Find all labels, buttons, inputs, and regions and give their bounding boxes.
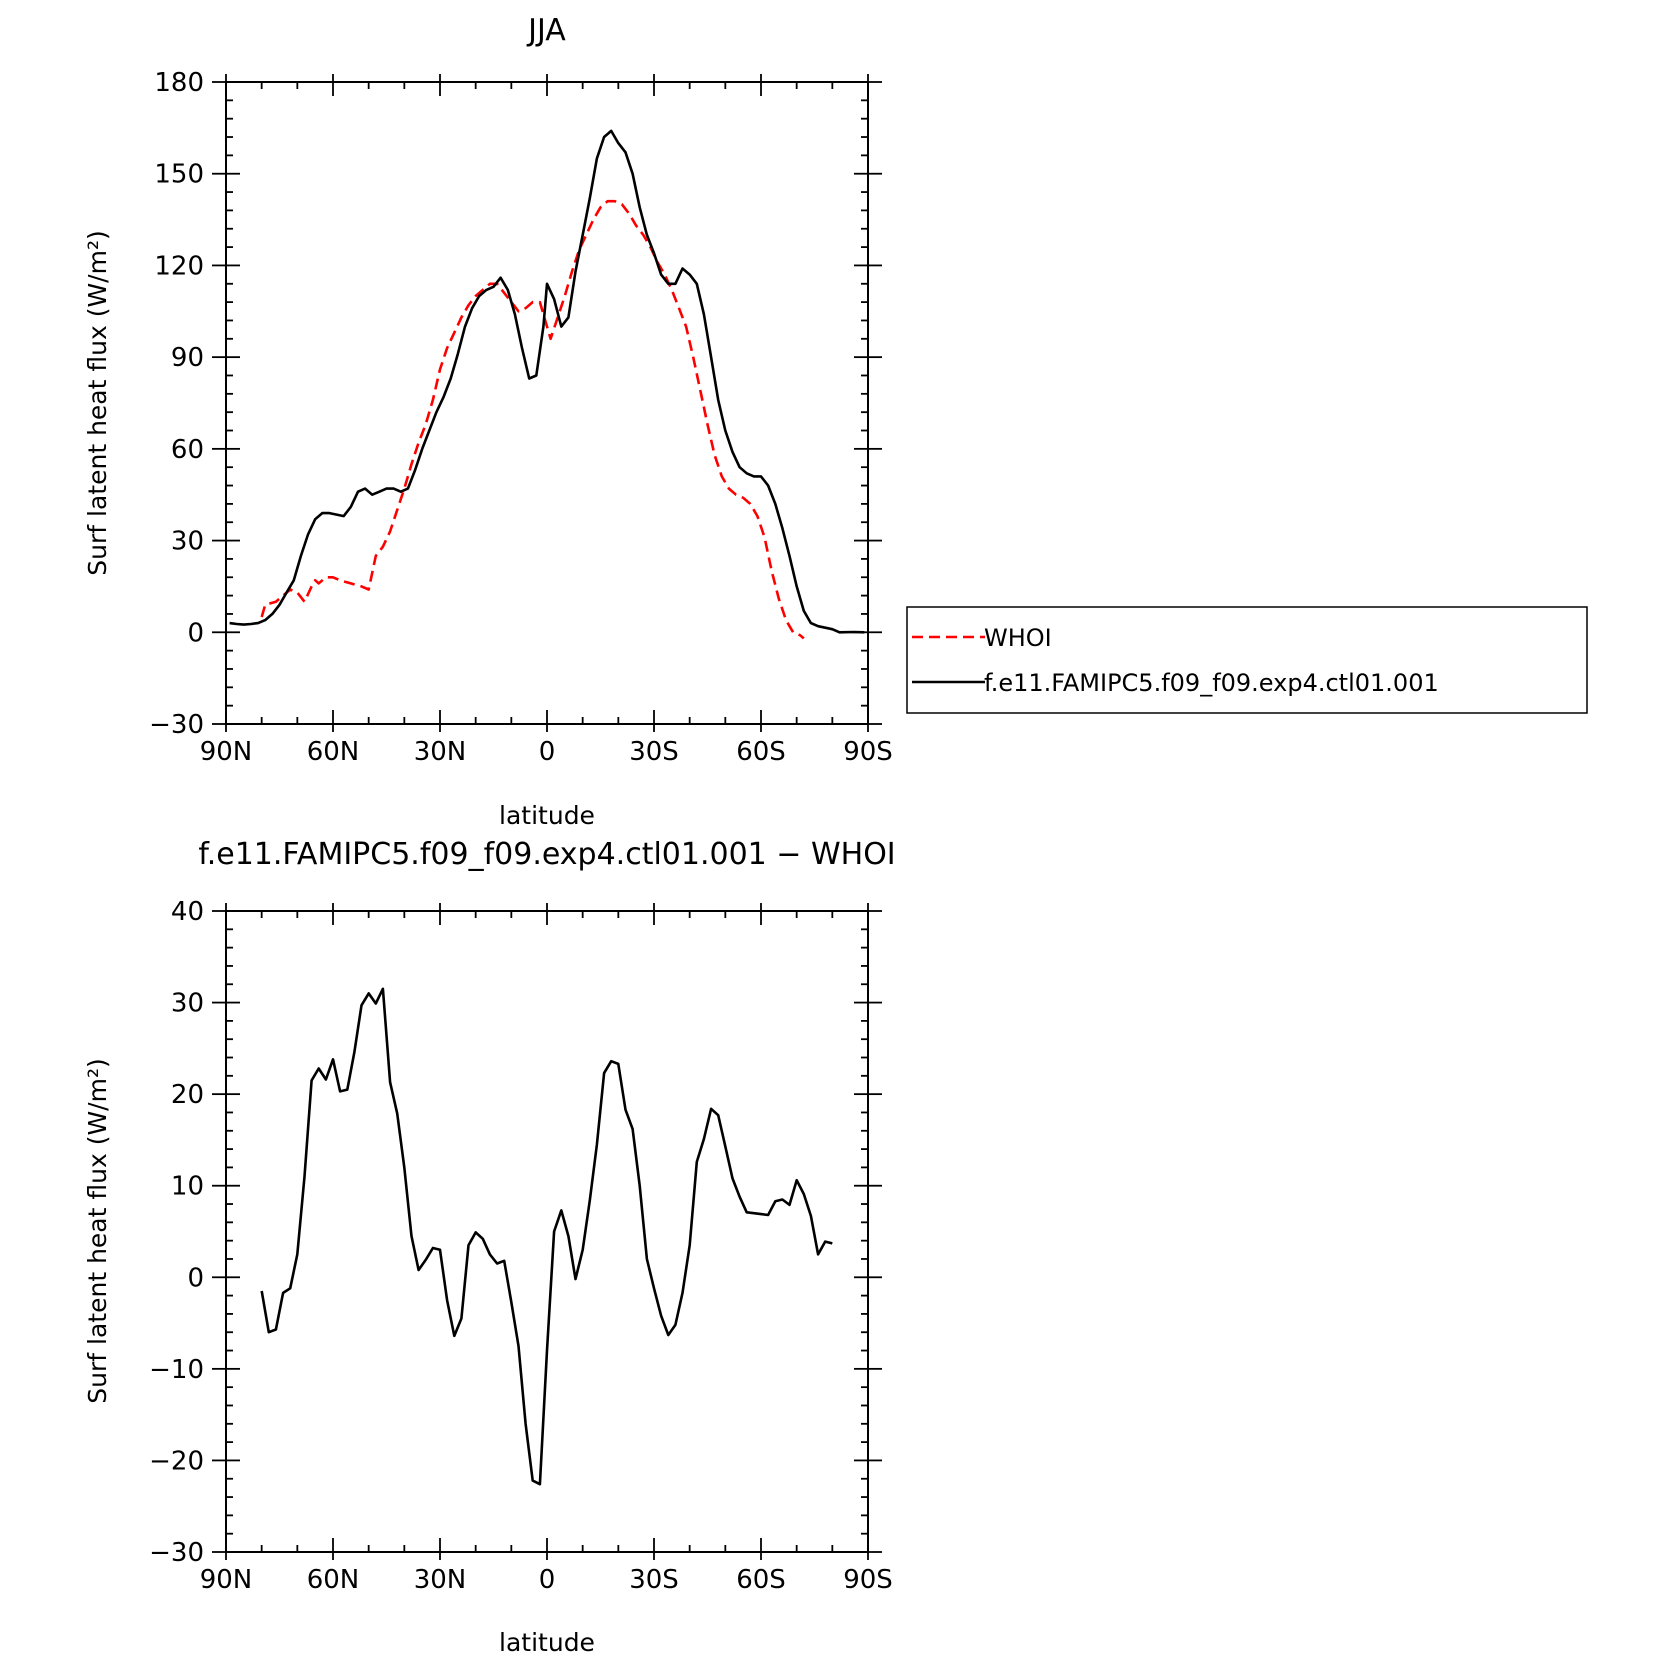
x-tick-label: 30N <box>414 737 467 767</box>
y-tick-label: 0 <box>187 1263 204 1293</box>
y-tick-label: 150 <box>154 160 204 190</box>
top-chart: JJA 90N 60N 30N 0 30S 60S 90S −30 0 30 60 90 120 150 1… <box>83 13 893 830</box>
top-chart-series <box>229 129 865 640</box>
x-tick-label: 90S <box>843 737 893 767</box>
x-tick-label: 60S <box>736 1565 786 1595</box>
y-tick-label: −20 <box>149 1446 204 1476</box>
x-tick-label: 30S <box>629 1565 679 1595</box>
x-tick-label: 90N <box>200 737 253 767</box>
bottom-chart-ylabel: Surf latent heat flux (W/m²) <box>83 1058 112 1403</box>
y-tick-label: −30 <box>149 710 204 740</box>
bottom-chart-tick-labels: 90N 60N 30N 0 30S 60S 90S −30 −20 −10 0 10 20 30 40 <box>149 897 893 1595</box>
legend-box <box>906 606 1588 714</box>
y-tick-label: 60 <box>171 435 204 465</box>
x-tick-label: 90S <box>843 1565 893 1595</box>
y-tick-label: −10 <box>149 1355 204 1385</box>
y-tick-label: 90 <box>171 343 204 373</box>
y-tick-label: 40 <box>171 897 204 927</box>
x-tick-label: 60N <box>307 737 360 767</box>
bottom-chart-ticks <box>212 903 882 1560</box>
bottom-chart-title: f.e11.FAMIPC5.f09_f09.exp4.ctl01.001 − W… <box>198 837 895 872</box>
y-tick-label: 20 <box>171 1080 204 1110</box>
y-tick-label: 30 <box>171 527 204 557</box>
x-tick-label: 30N <box>414 1565 467 1595</box>
x-tick-label: 0 <box>539 737 556 767</box>
x-tick-label: 0 <box>539 1565 556 1595</box>
legend-label-model: f.e11.FAMIPC5.f09_f09.exp4.ctl01.001 <box>984 669 1439 697</box>
legend-label-whoi: WHOI <box>984 624 1052 652</box>
x-tick-label: 60S <box>736 737 786 767</box>
y-tick-label: 180 <box>154 68 204 98</box>
y-tick-label: −30 <box>149 1538 204 1568</box>
series-line-model <box>260 987 833 1486</box>
series-line-model <box>229 129 865 634</box>
top-chart-ylabel: Surf latent heat flux (W/m²) <box>83 230 112 575</box>
series-line-whoi <box>260 199 805 640</box>
top-chart-ticks <box>212 74 882 732</box>
y-tick-label: 10 <box>171 1172 204 1202</box>
y-tick-label: 30 <box>171 989 204 1019</box>
bottom-chart: f.e11.FAMIPC5.f09_f09.exp4.ctl01.001 − W… <box>83 837 896 1657</box>
y-tick-label: 120 <box>154 251 204 281</box>
top-chart-frame <box>225 81 869 725</box>
legend: WHOI f.e11.FAMIPC5.f09_f09.exp4.ctl01.00… <box>906 606 1588 714</box>
top-chart-tick-labels: 90N 60N 30N 0 30S 60S 90S −30 0 30 60 90 120 150 180 <box>149 68 893 767</box>
bottom-chart-xlabel: latitude <box>499 1628 595 1657</box>
x-tick-label: 60N <box>307 1565 360 1595</box>
x-tick-label: 30S <box>629 737 679 767</box>
y-tick-label: 0 <box>187 618 204 648</box>
x-tick-label: 90N <box>200 1565 253 1595</box>
bottom-chart-frame <box>225 910 869 1553</box>
top-chart-xlabel: latitude <box>499 801 595 830</box>
top-chart-title: JJA <box>526 13 566 48</box>
bottom-chart-series <box>260 987 833 1486</box>
